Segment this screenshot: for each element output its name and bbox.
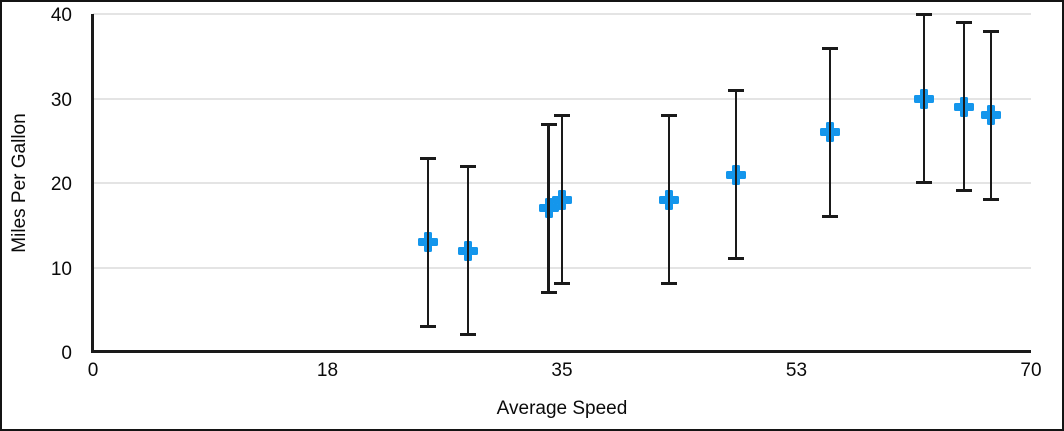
error-bar-line: [667, 115, 671, 285]
error-bar: [420, 156, 436, 328]
y-tick-label: 10: [50, 258, 72, 280]
error-bar-cap: [460, 165, 477, 169]
error-bar-line: [734, 90, 738, 260]
error-bar-cap: [460, 333, 477, 337]
x-axis-line: [91, 350, 1031, 353]
error-bar-cap: [822, 214, 838, 218]
error-bar-line: [426, 157, 430, 327]
error-bar-cap: [728, 257, 745, 261]
error-bar-cap: [540, 290, 557, 294]
gridline: [93, 13, 1031, 15]
error-bar-line: [989, 30, 993, 200]
x-axis-title: Average Speed: [496, 398, 628, 419]
error-bar: [822, 46, 838, 218]
y-tick-label: 0: [61, 343, 72, 364]
y-tick-label: 30: [50, 89, 72, 111]
error-bar: [661, 114, 678, 286]
error-bar-cap: [982, 29, 999, 33]
error-bar-cap: [420, 156, 436, 160]
y-tick-label: 40: [50, 5, 72, 26]
error-bar-cap: [661, 282, 678, 286]
error-bar-cap: [956, 189, 972, 193]
error-bar-line: [560, 115, 564, 285]
error-bar-cap: [540, 122, 557, 126]
y-tick-label: 20: [50, 174, 72, 195]
error-bar: [554, 114, 570, 286]
x-tick-label: 53: [785, 360, 808, 381]
error-bar-line: [547, 123, 550, 293]
error-bar-cap: [915, 13, 932, 16]
error-bar-line: [466, 166, 470, 336]
error-bar: [982, 29, 999, 201]
error-bar: [460, 165, 477, 337]
error-bar-cap: [956, 21, 972, 25]
x-tick-label: 35: [551, 360, 573, 381]
x-tick-label: 0: [87, 360, 99, 381]
y-axis-line: [91, 14, 94, 353]
x-tick-label: 18: [316, 360, 339, 381]
error-bar-cap: [661, 114, 678, 118]
error-bar-cap: [982, 197, 999, 201]
error-bar-line: [962, 22, 966, 192]
error-bar-cap: [554, 282, 570, 286]
error-bar-cap: [915, 181, 932, 184]
error-bar: [728, 89, 745, 261]
error-bar-line: [828, 47, 832, 217]
gridline: [93, 97, 1031, 100]
error-bar-line: [922, 14, 926, 183]
error-bar: [915, 13, 932, 184]
y-axis-title: Miles Per Gallon: [9, 113, 30, 253]
error-bar: [956, 21, 972, 193]
error-bar: [540, 122, 557, 294]
error-bar-cap: [554, 114, 570, 118]
error-bar-cap: [420, 324, 436, 328]
x-tick-label: 70: [1020, 360, 1042, 381]
error-bar-cap: [728, 89, 745, 93]
error-bar-cap: [822, 46, 838, 50]
